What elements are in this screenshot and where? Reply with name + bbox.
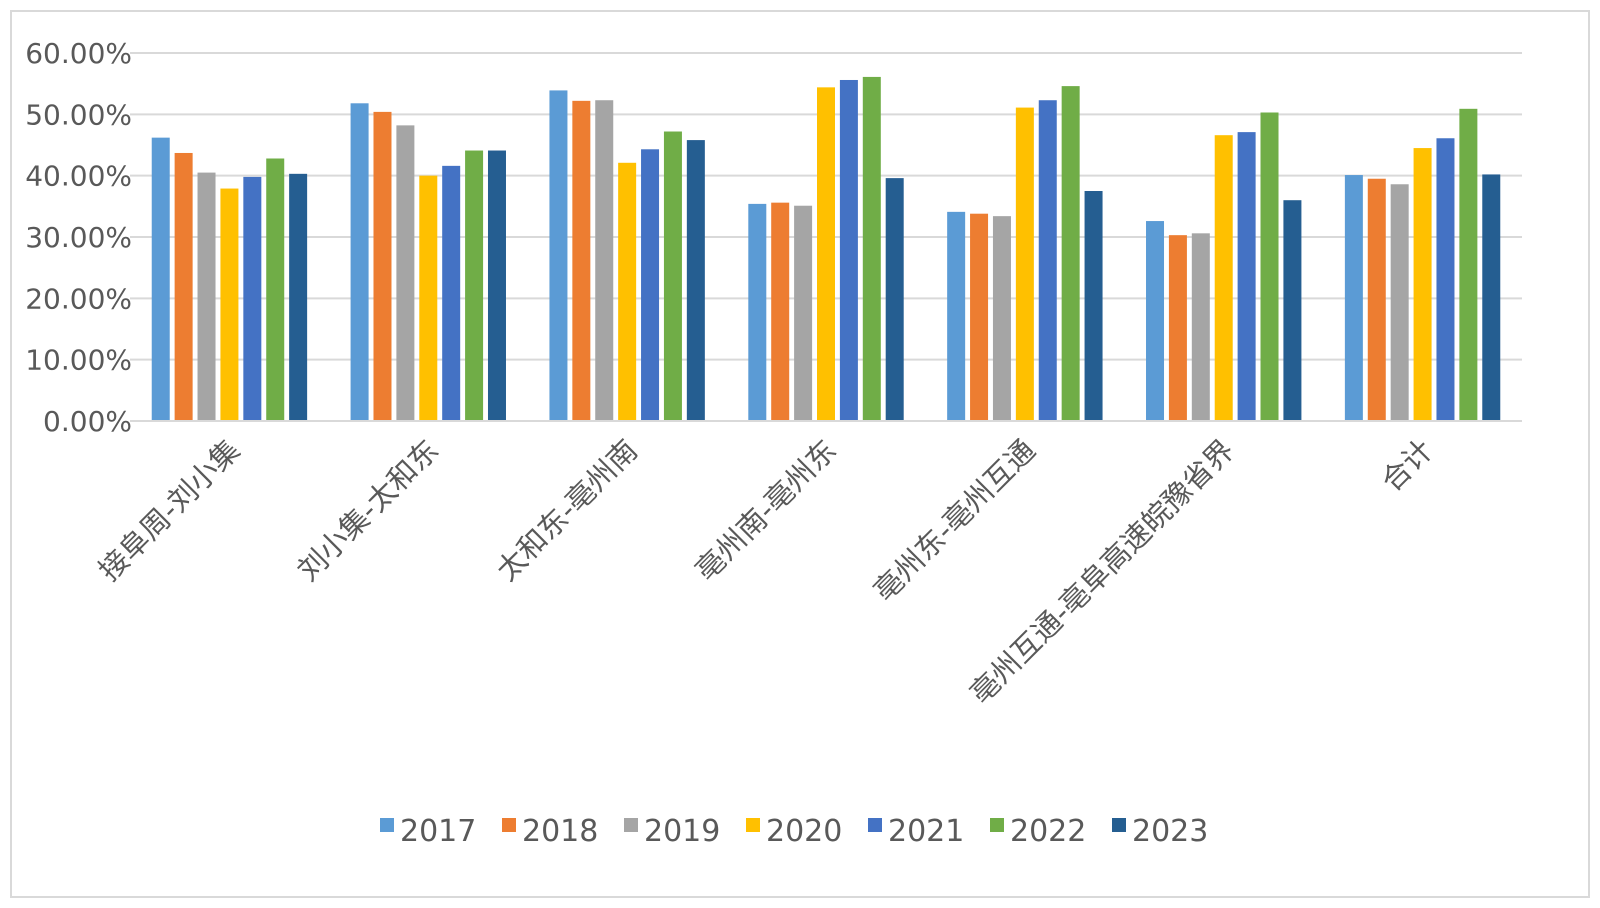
y-tick-label: 30.00% (25, 221, 132, 254)
bar-2022 (862, 76, 881, 422)
bar-2020 (1015, 107, 1034, 421)
chart-frame: 0.00% 10.00% 20.00% 30.00% 40.00% 50.00% 60.00… (10, 10, 1590, 898)
bar-2022 (1260, 112, 1279, 421)
bar-2022 (266, 158, 285, 421)
bar-2022 (663, 131, 682, 422)
legend-label-2023: 2023 (1132, 814, 1208, 849)
bar-2023 (289, 173, 308, 421)
bar-2021 (641, 149, 660, 421)
y-tick-label: 40.00% (25, 160, 132, 193)
bar-2023 (885, 178, 904, 421)
x-category-label: 接阜周-刘小集 (92, 433, 246, 587)
bar-2019 (396, 125, 415, 421)
bar-2019 (1191, 233, 1210, 421)
legend-label-2019: 2019 (644, 814, 720, 849)
bar-2020 (1413, 148, 1432, 422)
x-category-label: 合计 (1374, 433, 1439, 498)
bar-2022 (1459, 108, 1478, 422)
legend-swatch-2020 (746, 818, 760, 832)
bar-2019 (1390, 184, 1409, 421)
y-tick-label: 60.00% (25, 37, 132, 70)
bar-2017 (947, 211, 966, 421)
bar-2021 (1237, 132, 1256, 421)
bar-2018 (373, 111, 392, 421)
legend-swatch-2019 (624, 818, 638, 832)
bar-2020 (419, 175, 438, 421)
legend-label-2022: 2022 (1010, 814, 1086, 849)
bar-2019 (992, 216, 1011, 421)
bar-2017 (350, 103, 369, 421)
bar-2023 (686, 140, 705, 422)
bar-2018 (1367, 178, 1386, 421)
bar-2021 (442, 165, 461, 421)
bar-2017 (151, 137, 170, 421)
y-tick-label: 20.00% (25, 282, 132, 315)
bar-2018 (174, 152, 193, 421)
legend-swatch-2017 (380, 818, 394, 832)
y-tick-label: 10.00% (25, 344, 132, 377)
x-category-label: 太和东-亳州南 (490, 433, 644, 587)
y-tick-label: 50.00% (25, 98, 132, 131)
bar-2022 (1061, 86, 1080, 422)
bar-2021 (243, 176, 262, 421)
legend-label-2021: 2021 (888, 814, 964, 849)
bar-2020 (817, 87, 835, 421)
bar-2023 (487, 150, 506, 421)
bar-2018 (970, 213, 989, 421)
bar-2023 (1084, 191, 1103, 421)
bar-2020 (618, 162, 637, 421)
bar-chart: 0.00% 10.00% 20.00% 30.00% 40.00% 50.00% 60.00… (25, 37, 1522, 849)
bar-2018 (771, 202, 790, 421)
bar-2018 (1168, 235, 1187, 421)
x-category-label: 亳州东-亳州互通 (867, 433, 1042, 608)
bar-2017 (1146, 221, 1165, 421)
bar-2020 (220, 188, 239, 421)
x-category-label: 亳州南-亳州东 (688, 433, 842, 587)
bar-2018 (572, 100, 591, 421)
bar-2020 (1214, 135, 1233, 421)
y-tick-label: 0.00% (43, 405, 132, 438)
bar-2023 (1283, 200, 1302, 421)
bar-2017 (748, 203, 767, 421)
legend-swatch-2022 (990, 818, 1004, 832)
bar-2021 (1436, 138, 1455, 421)
x-category-label: 刘小集-太和东 (291, 433, 445, 587)
bar-2023 (1482, 174, 1501, 421)
bar-series (151, 76, 1501, 422)
legend-label-2020: 2020 (766, 814, 842, 849)
bar-2021 (1038, 100, 1057, 421)
legend-swatch-2023 (1112, 818, 1126, 832)
legend-swatch-2018 (502, 818, 516, 832)
bar-2019 (197, 172, 216, 421)
legend-label-2018: 2018 (522, 814, 598, 849)
legend-swatch-2021 (868, 818, 882, 832)
legend-label-2017: 2017 (400, 814, 476, 849)
bar-2019 (595, 100, 614, 421)
bar-2019 (794, 205, 813, 421)
bar-2017 (549, 90, 568, 421)
bar-2021 (839, 79, 858, 421)
bar-2017 (1344, 175, 1363, 421)
legend: 2017 2018 2019 2020 2021 2022 2023 (380, 814, 1208, 849)
bar-2022 (465, 150, 484, 421)
